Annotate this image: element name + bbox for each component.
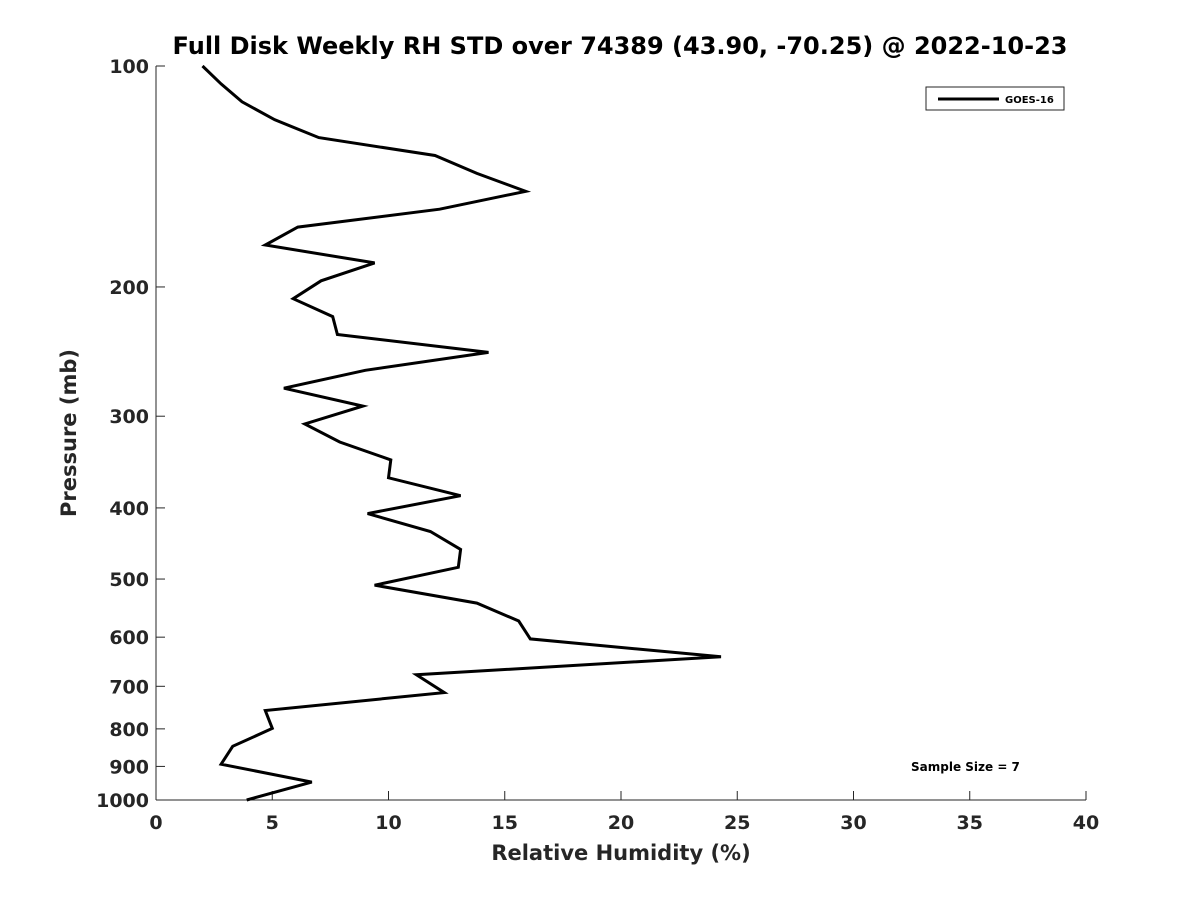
x-axis-label: Relative Humidity (%) xyxy=(491,841,750,865)
series-layer xyxy=(201,64,722,802)
x-tick-label: 30 xyxy=(840,812,866,834)
legend: GOES-16 xyxy=(925,86,1065,111)
sample-size-annotation: Sample Size = 7 xyxy=(911,760,1020,774)
y-tick-label: 200 xyxy=(109,277,149,299)
x-tick-label: 0 xyxy=(149,812,162,834)
chart-title: Full Disk Weekly RH STD over 74389 (43.9… xyxy=(173,32,1068,60)
y-tick-label: 500 xyxy=(109,569,149,591)
x-tick-label: 35 xyxy=(957,812,983,834)
y-tick-label: 600 xyxy=(109,627,149,649)
y-tick-label: 900 xyxy=(109,756,149,778)
y-axis-label: Pressure (mb) xyxy=(57,349,81,517)
y-tick-label: 700 xyxy=(109,676,149,698)
y-tick-label: 800 xyxy=(109,719,149,741)
x-tick-label: 15 xyxy=(492,812,518,834)
x-ticks: 0 5 10 15 20 25 30 35 40 xyxy=(149,791,1099,834)
y-tick-label: 1000 xyxy=(96,790,149,812)
y-tick-label: 100 xyxy=(109,56,149,78)
x-tick-label: 25 xyxy=(724,812,750,834)
x-tick-label: 20 xyxy=(608,812,634,834)
x-tick-label: 10 xyxy=(375,812,401,834)
y-tick-label: 400 xyxy=(109,498,149,520)
x-tick-label: 40 xyxy=(1073,812,1099,834)
x-tick-label: 5 xyxy=(266,812,279,834)
legend-label: GOES-16 xyxy=(1005,95,1054,106)
series-line-goes-16 xyxy=(201,64,722,802)
plot-area xyxy=(155,66,1086,801)
y-ticks: 100 200 300 400 500 600 700 800 900 1000 xyxy=(96,56,165,812)
y-tick-label: 300 xyxy=(109,406,149,428)
